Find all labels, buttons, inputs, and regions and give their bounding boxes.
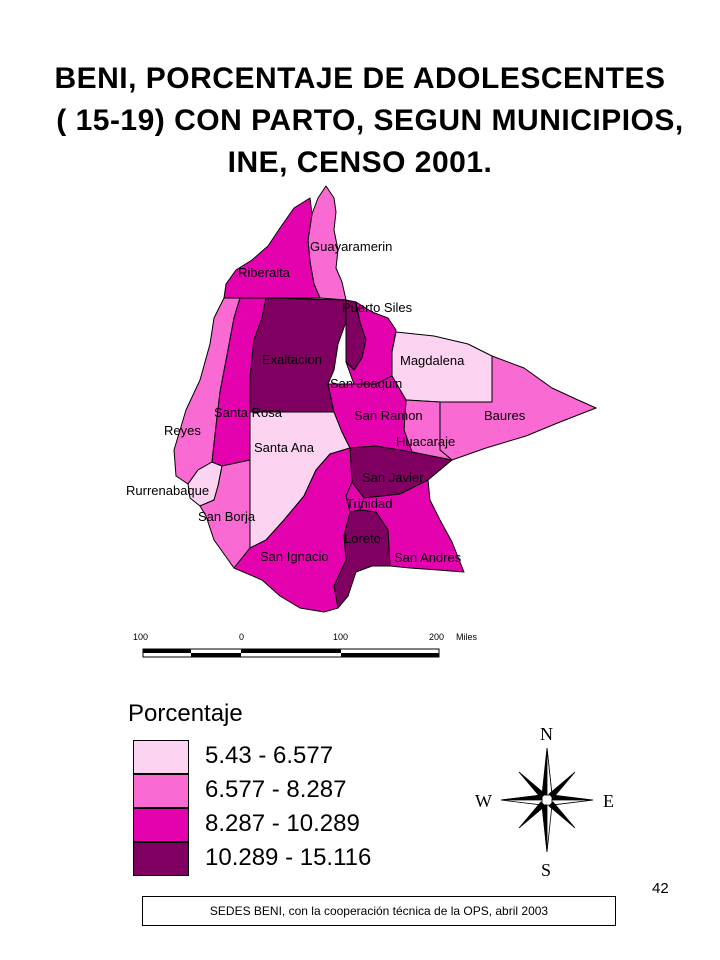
compass-n: N (540, 724, 553, 744)
label-huacaraje: Huacaraje (396, 434, 455, 449)
label-rurrenabaque: Rurrenabaque (126, 483, 209, 498)
legend-swatch (133, 808, 189, 842)
region-san-ignacio[interactable] (233, 447, 353, 613)
label-santa-ana: Santa Ana (254, 440, 315, 455)
label-guayaramerin: Guayaramerin (310, 239, 392, 254)
compass-rose: N S W E (475, 724, 614, 880)
source-note: SEDES BENI, con la cooperación técnica d… (142, 896, 616, 926)
region-riberalta[interactable] (223, 197, 321, 299)
label-san-borja: San Borja (198, 509, 256, 524)
legend-swatch (133, 774, 189, 808)
label-trinidad: Trinidad (346, 496, 392, 511)
label-reyes: Reyes (164, 423, 201, 438)
legend-range: 6.577 - 8.287 (205, 776, 347, 803)
legend-title: Porcentaje (128, 700, 243, 727)
scale-tick-200: 200 (429, 632, 444, 642)
scale-tick-100-left: 100 (133, 632, 148, 642)
label-riberalta: Riberalta (238, 265, 291, 280)
scale-unit: Miles (456, 632, 478, 642)
label-san-joaquin: San Joaquin (330, 376, 402, 391)
compass-e: E (603, 791, 614, 811)
label-san-andres: San Andres (394, 550, 462, 565)
legend-swatch (133, 842, 189, 876)
label-san-ramon: San Ramon (354, 408, 423, 423)
legend-swatch (133, 740, 189, 774)
scale-tick-100: 100 (333, 632, 348, 642)
title-line-3: INE, CENSO 2001. (227, 146, 493, 179)
label-santa-rosa: Santa Rosa (214, 405, 283, 420)
label-magdalena: Magdalena (400, 353, 465, 368)
title-line-2: ( 15-19) CON PARTO, SEGUN MUNICIPIOS, (56, 104, 684, 137)
compass-w: W (475, 791, 492, 811)
page-number: 42 (652, 880, 669, 897)
label-baures: Baures (484, 408, 526, 423)
scale-tick-0: 0 (239, 632, 244, 642)
label-san-ignacio: San Ignacio (260, 549, 329, 564)
scale-bar: 100 0 100 200 Miles (133, 632, 478, 658)
label-san-javier: San Javier (362, 470, 424, 485)
title-line-1: BENI, PORCENTAJE DE ADOLESCENTES (54, 62, 666, 95)
label-loreto: Loreto (344, 531, 381, 546)
legend-range: 8.287 - 10.289 (205, 810, 360, 837)
label-puerto-siles: Puerto Siles (342, 300, 413, 315)
legend-range: 10.289 - 15.116 (205, 844, 372, 871)
compass-s: S (541, 860, 551, 880)
label-exaltacion: Exaltacion (262, 352, 322, 367)
legend-range: 5.43 - 6.577 (205, 742, 334, 769)
